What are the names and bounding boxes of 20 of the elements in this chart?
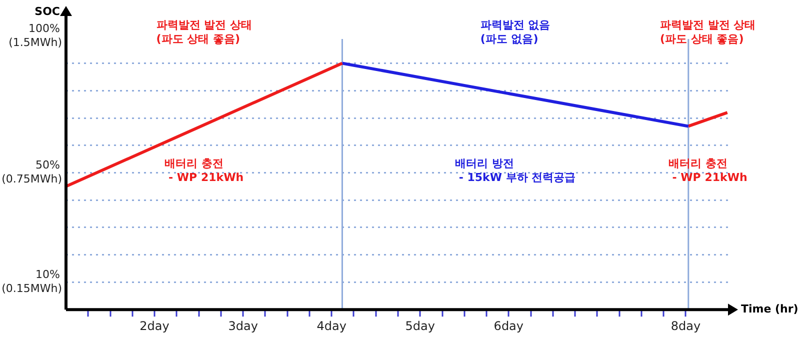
x-tick-label: 3day xyxy=(228,318,258,333)
x-tick-label: 8day xyxy=(670,318,701,333)
x-tick-label: 4day xyxy=(316,318,346,333)
annotation: 배터리 충전 - WP 21kWh xyxy=(668,157,748,184)
annotation: 파력발전 없음 (파도 없음) xyxy=(480,18,550,46)
annotation: 배터리 충전 - WP 21kWh xyxy=(164,157,244,184)
y2-tick-label: (0.75MWh) xyxy=(2,172,62,186)
x-tick-label: 6day xyxy=(494,318,524,333)
annotation: 파력발전 발전 상태 (파도 상태 좋음) xyxy=(156,18,252,46)
x-tick-label: 5day xyxy=(405,318,435,333)
y2-tick-label: (1.5MWh) xyxy=(8,36,62,49)
y2-tick-label: (0.15MWh) xyxy=(2,282,62,296)
y-tick-label: 50% xyxy=(36,158,60,172)
y-axis-title: SOC xyxy=(34,4,60,18)
annotation: 파력발전 발전 상태 (파도 상태 좋음) xyxy=(660,18,756,46)
x-tick-label: 2day xyxy=(140,318,170,333)
x-axis-title: Time (hr) xyxy=(741,302,798,316)
annotation: 배터리 방전 - 15kW 부하 전력공급 xyxy=(454,157,576,184)
y-tick-label: 10% xyxy=(36,268,60,282)
y-tick-label: 100% xyxy=(28,22,60,35)
